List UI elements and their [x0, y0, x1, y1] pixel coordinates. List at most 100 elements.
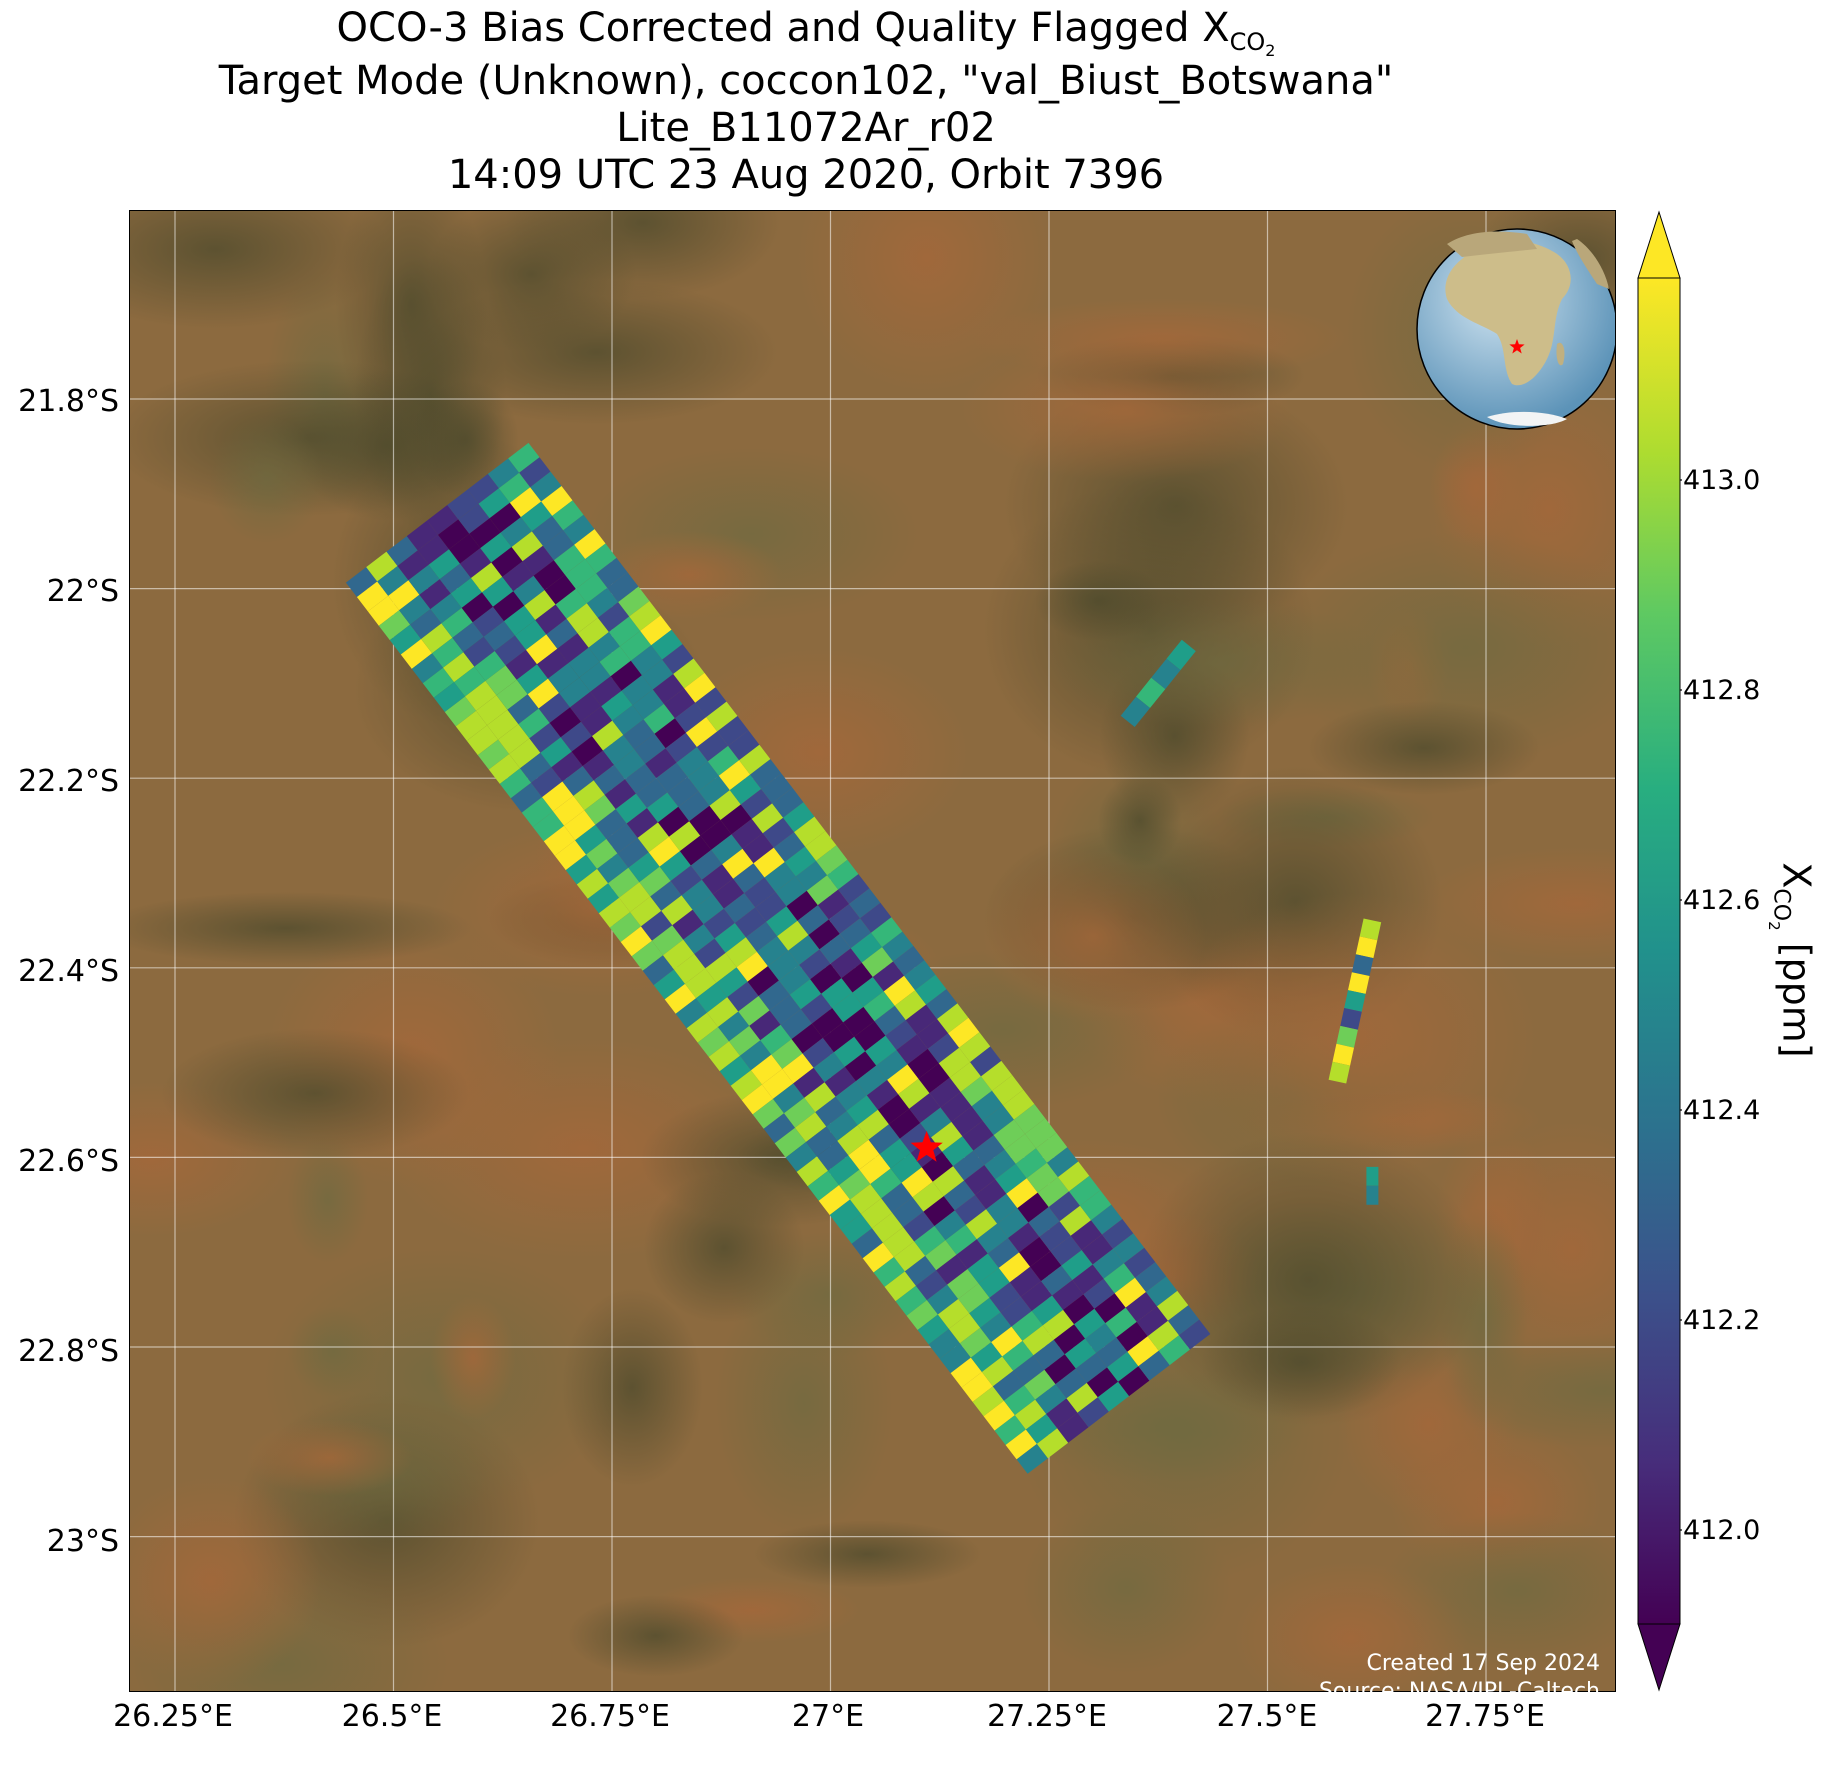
swath-cell [630, 645, 663, 676]
swath-cell [777, 920, 809, 951]
terrain-patch [287, 1305, 378, 1397]
swath-cell [1179, 1319, 1211, 1350]
swath-cell [1328, 1061, 1351, 1084]
swath-cell [400, 639, 433, 669]
swath-cell [1044, 1354, 1076, 1385]
swath-cell [498, 724, 530, 754]
swath-cell [739, 744, 771, 775]
swath-cell [782, 1053, 814, 1084]
swath-cell [489, 502, 521, 533]
swath-cell [522, 545, 554, 576]
swath-cell [709, 790, 741, 820]
swath-cell [938, 1047, 971, 1078]
swath-cell [965, 1209, 998, 1240]
swath-cell [628, 852, 660, 883]
swath-cell [1030, 1251, 1062, 1282]
swath-cell [674, 954, 706, 984]
swath-cell [723, 893, 756, 923]
swath-cell [629, 601, 661, 631]
swath-cell [1355, 936, 1378, 959]
swath-cell [557, 633, 589, 664]
swath-cell [511, 531, 543, 562]
swath-cell [749, 1010, 781, 1041]
colorbar-tick-label: 412.6 [1683, 885, 1761, 916]
swath-cell [551, 751, 583, 782]
swath-cell [652, 674, 685, 704]
swath-cell [1042, 1309, 1075, 1340]
swath-cell [575, 573, 608, 604]
swath-cell [1086, 1367, 1119, 1398]
swath-cell [872, 961, 905, 992]
swath-cell [630, 896, 662, 927]
swath-cell [694, 938, 726, 969]
swath-cell [967, 1253, 999, 1284]
swath-cell [1028, 1207, 1060, 1237]
swath-cell [1013, 1355, 1045, 1386]
swath-cell [877, 1094, 910, 1125]
swath-cell [1064, 1338, 1097, 1369]
swath-cell [597, 602, 630, 632]
swath-cell [784, 846, 817, 877]
swath-cell [1015, 1148, 1047, 1179]
swath-cell [755, 891, 787, 922]
swath-cell [707, 997, 739, 1027]
swath-cell [714, 923, 746, 953]
swath-cell [835, 1081, 867, 1111]
swath-cell [785, 1142, 817, 1172]
swath-cell [654, 718, 686, 749]
swath-cell [1166, 639, 1196, 671]
swath-cell [1036, 1428, 1069, 1459]
swath-cell [483, 621, 515, 651]
swath-cell [923, 1196, 955, 1226]
swath-cell [789, 979, 822, 1010]
xtick-label: 27°E [791, 1699, 865, 1734]
swath-cell [736, 951, 768, 982]
colorbar-tick-label: 412.2 [1683, 1305, 1761, 1336]
swath-cell [981, 1356, 1014, 1387]
swath-cell [621, 675, 653, 706]
swath-cell [1168, 1305, 1200, 1336]
swath-cell [432, 637, 464, 668]
swath-cell [614, 749, 646, 780]
swath-cell [1366, 1185, 1379, 1205]
swath-cell [703, 908, 735, 939]
colorbar [1637, 210, 1682, 1692]
swath-cell [893, 945, 925, 976]
ytick-label: 23°S [46, 1524, 119, 1559]
swath-cell [959, 1032, 991, 1063]
terrain-patch [796, 211, 1057, 394]
swath-cell [389, 624, 422, 655]
swath-cell [1138, 1350, 1170, 1381]
swath-cell [672, 909, 704, 940]
swath-cell [740, 789, 773, 819]
swath-cell [661, 895, 693, 926]
swath-cell [1107, 1351, 1139, 1382]
ytick-label: 22.4°S [18, 954, 119, 989]
swath-cell [850, 932, 883, 963]
swath-cell [1063, 1294, 1095, 1325]
swath-cell [615, 793, 647, 824]
swath-cell [844, 1051, 877, 1082]
swath-cell [929, 1077, 961, 1108]
swath-cell [1006, 1178, 1038, 1209]
swath-cell [1009, 1266, 1042, 1297]
swath-cell [356, 581, 389, 612]
swath-cell [1351, 954, 1374, 976]
swath-cell [843, 1006, 875, 1037]
swath-cell [532, 811, 565, 842]
swath-cell [725, 937, 757, 968]
swath-cell [904, 1255, 937, 1286]
swath-cell [377, 566, 409, 596]
terrain-patch [753, 1520, 982, 1589]
swath-cell [909, 1093, 941, 1123]
swath-cell [697, 1027, 729, 1057]
swath-cell [926, 1284, 959, 1315]
swath-cell [793, 1067, 825, 1098]
swath-cell [510, 782, 543, 813]
swath-cell [849, 888, 881, 919]
swath-cell [408, 564, 440, 595]
swath-cell [969, 1297, 1001, 1328]
swath-cell [832, 992, 864, 1023]
swath-cell [741, 1084, 773, 1115]
swath-cell [830, 948, 862, 979]
